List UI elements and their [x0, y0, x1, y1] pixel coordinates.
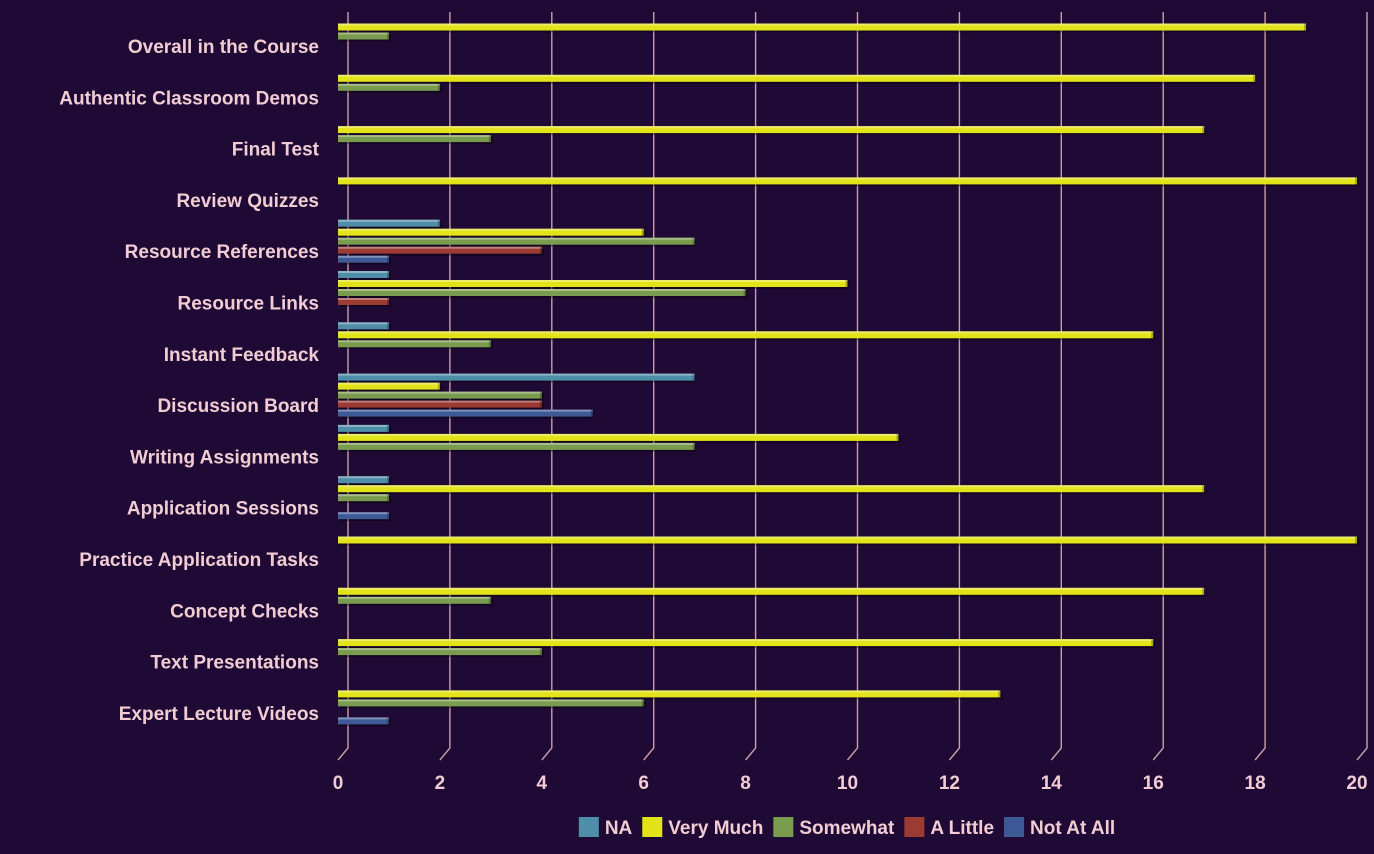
bar-practice-application-tasks-very-much	[338, 536, 1359, 546]
legend-label-somewhat: Somewhat	[799, 818, 895, 839]
legend-swatch-a-little	[904, 817, 925, 837]
bar-writing-assignments-somewhat	[338, 442, 697, 452]
x-tick-label-10: 10	[837, 773, 858, 794]
bar-instant-feedback-na	[338, 322, 391, 332]
bar-discussion-board-not-at-all	[338, 409, 595, 419]
bar-expert-lecture-videos-somewhat	[338, 699, 646, 709]
bars	[338, 23, 1359, 727]
category-labels: Overall in the Course Authentic Classroom…	[59, 37, 319, 725]
gridline	[1254, 12, 1266, 761]
grid-lines	[337, 12, 1368, 761]
bar-instant-feedback-very-much	[338, 331, 1156, 341]
gridline	[948, 12, 961, 761]
x-tick-label-14: 14	[1041, 773, 1063, 794]
category-label-instant-feedback: Instant Feedback	[164, 345, 320, 366]
legend-label-na: NA	[605, 818, 633, 839]
bar-overall-in-the-course-somewhat	[338, 32, 391, 42]
bar-resource-links-somewhat	[338, 289, 748, 298]
gridline	[1050, 12, 1062, 761]
category-label-concept-checks: Concept Checks	[170, 601, 319, 622]
x-tick-label-12: 12	[939, 773, 960, 794]
legend: NA Very Much Somewhat A Little Not At All	[578, 817, 1115, 839]
bar-writing-assignments-very-much	[338, 433, 901, 443]
bar-authentic-classroom-demos-somewhat	[338, 83, 442, 93]
legend-swatch-na	[578, 817, 599, 837]
bar-concept-checks-very-much	[338, 587, 1207, 597]
bar-discussion-board-very-much	[338, 382, 442, 392]
gridline	[643, 12, 655, 761]
bar-final-test-somewhat	[338, 135, 493, 145]
bar-application-sessions-somewhat	[338, 494, 391, 504]
bar-writing-assignments-na	[338, 424, 391, 434]
category-label-application-sessions: Application Sessions	[127, 499, 319, 520]
bar-concept-checks-somewhat	[338, 596, 493, 606]
x-tick-label-20: 20	[1346, 773, 1367, 794]
x-tick-label-18: 18	[1245, 773, 1266, 794]
x-tick-label-6: 6	[638, 773, 649, 794]
legend-item-a-little: A Little	[904, 817, 994, 839]
legend-swatch-somewhat	[773, 817, 794, 837]
bar-discussion-board-somewhat	[338, 391, 544, 401]
gridline	[1356, 12, 1368, 761]
category-label-final-test: Final Test	[232, 140, 320, 161]
bar-overall-in-the-course-very-much	[338, 23, 1309, 33]
gridline	[846, 12, 859, 761]
category-label-writing-assignments: Writing Assignments	[130, 447, 319, 468]
gridline	[1152, 12, 1164, 761]
category-label-resource-links: Resource Links	[178, 294, 320, 315]
bar-expert-lecture-videos-not-at-all	[338, 717, 391, 727]
bar-resource-references-very-much	[338, 228, 646, 238]
category-label-authentic-classroom-demos: Authentic Classroom Demos	[59, 88, 319, 109]
bar-resource-references-na	[338, 219, 442, 229]
legend-label-very-much: Very Much	[668, 818, 763, 839]
category-label-discussion-board: Discussion Board	[157, 396, 319, 417]
legend-item-na: NA	[578, 817, 633, 839]
gridline	[745, 12, 757, 761]
bar-discussion-board-a-little	[338, 400, 544, 410]
category-label-text-presentations: Text Presentations	[150, 653, 319, 674]
gridline	[541, 12, 553, 761]
bar-application-sessions-very-much	[338, 485, 1207, 495]
x-axis-ticks: 0 2 4 6 8 10 12 14 16 18 20	[333, 773, 1368, 794]
bar-resource-links-very-much	[338, 280, 850, 289]
bar-instant-feedback-somewhat	[338, 340, 493, 350]
x-tick-label-8: 8	[740, 773, 751, 794]
bar-review-quizzes-very-much	[338, 177, 1359, 187]
legend-label-a-little: A Little	[930, 818, 994, 839]
bar-discussion-board-na	[338, 373, 697, 383]
x-tick-label-2: 2	[435, 773, 446, 794]
bar-authentic-classroom-demos-very-much	[338, 74, 1258, 84]
x-tick-label-4: 4	[537, 773, 548, 794]
bar-application-sessions-na	[338, 476, 391, 486]
category-label-resource-references: Resource References	[125, 242, 319, 263]
bar-resource-references-not-at-all	[338, 255, 391, 265]
legend-item-somewhat: Somewhat	[773, 817, 895, 839]
bar-final-test-very-much	[338, 126, 1207, 136]
legend-swatch-very-much	[642, 817, 663, 837]
legend-item-very-much: Very Much	[642, 817, 763, 839]
bar-text-presentations-very-much	[338, 639, 1156, 649]
legend-item-not-at-all: Not At All	[1004, 817, 1115, 839]
bar-resource-links-na	[338, 271, 391, 280]
bar-expert-lecture-videos-very-much	[338, 690, 1003, 700]
bar-resource-references-a-little	[338, 246, 544, 256]
x-tick-label-16: 16	[1143, 773, 1164, 794]
gridline	[439, 12, 451, 761]
x-tick-label-0: 0	[333, 773, 344, 794]
category-label-expert-lecture-videos: Expert Lecture Videos	[119, 704, 319, 725]
category-label-overall-in-the-course: Overall in the Course	[128, 37, 319, 58]
bar-resource-links-a-little	[338, 298, 391, 307]
category-label-practice-application-tasks: Practice Application Tasks	[79, 550, 319, 571]
bar-resource-references-somewhat	[338, 237, 697, 247]
category-label-review-quizzes: Review Quizzes	[176, 191, 319, 212]
bar-application-sessions-not-at-all	[338, 512, 391, 522]
legend-label-not-at-all: Not At All	[1030, 818, 1115, 839]
legend-swatch-not-at-all	[1004, 817, 1025, 837]
bar-text-presentations-somewhat	[338, 648, 544, 658]
